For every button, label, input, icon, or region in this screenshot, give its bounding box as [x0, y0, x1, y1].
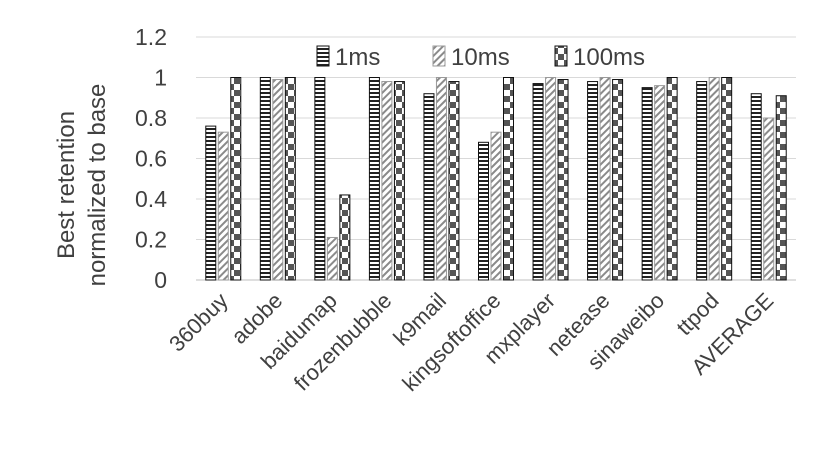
- bar-10ms-adobe: [272, 79, 284, 281]
- bar-10ms-360buy: [217, 131, 229, 281]
- y-axis-label-line-2: normalized to base: [84, 84, 111, 287]
- bar-10ms-k9mail: [435, 77, 447, 281]
- bar-1ms-ttpod: [696, 81, 708, 281]
- bar-10ms-mxplayer: [545, 77, 557, 281]
- bar-1ms-frozenbubble: [368, 77, 380, 281]
- bar-100ms-frozenbubble: [393, 81, 405, 281]
- bar-marks: [205, 77, 787, 281]
- x-tick-labels: 360buyadobebaidumapfrozenbubblek9mailkin…: [164, 288, 778, 396]
- x-tick-label: 360buy: [164, 288, 233, 357]
- bar-1ms-baidumap: [314, 77, 326, 281]
- legend-swatch: [316, 45, 330, 67]
- bar-10ms-netease: [599, 77, 611, 281]
- bar-100ms-ttpod: [721, 77, 733, 281]
- legend-label: 10ms: [451, 44, 510, 71]
- bar-100ms-sinaweibo: [666, 77, 678, 281]
- y-axis-label: Best retention normalized to base: [53, 84, 111, 287]
- bar-10ms-ttpod: [708, 77, 720, 281]
- bar-1ms-mxplayer: [532, 83, 544, 281]
- bar-100ms-baidumap: [339, 194, 351, 281]
- bar-10ms-AVERAGE: [763, 117, 775, 281]
- bar-100ms-adobe: [284, 77, 296, 281]
- legend: 1ms 10ms 100ms: [316, 44, 645, 71]
- bar-100ms-AVERAGE: [775, 95, 787, 281]
- bar-10ms-frozenbubble: [381, 81, 393, 281]
- bar-100ms-mxplayer: [557, 79, 569, 281]
- bar-10ms-baidumap: [326, 236, 338, 281]
- bar-1ms-netease: [587, 81, 599, 281]
- legend-label: 100ms: [573, 44, 645, 71]
- y-tick-label: 1: [154, 65, 167, 91]
- y-tick-label: 0.4: [135, 186, 167, 212]
- bar-1ms-adobe: [259, 77, 271, 281]
- y-tick-label: 0.2: [135, 227, 167, 253]
- bar-1ms-k9mail: [423, 93, 435, 281]
- bar-10ms-kingsoftoffice: [490, 131, 502, 281]
- bar-1ms-sinaweibo: [641, 87, 653, 281]
- y-tick-label: 1.2: [135, 24, 167, 50]
- bar-100ms-netease: [612, 79, 624, 281]
- legend-swatch: [432, 45, 446, 67]
- bar-10ms-sinaweibo: [654, 85, 666, 281]
- bar-1ms-kingsoftoffice: [478, 141, 489, 281]
- y-axis-label-line-1: Best retention: [53, 111, 80, 259]
- bar-1ms-AVERAGE: [750, 93, 762, 281]
- bar-100ms-kingsoftoffice: [503, 77, 514, 281]
- y-tick-label: 0.6: [135, 146, 167, 172]
- bar-100ms-360buy: [230, 77, 242, 281]
- y-tick-labels: 0 0.2 0.4 0.6 0.8 1 1.2: [135, 24, 167, 293]
- y-tick-label: 0: [154, 267, 167, 293]
- legend-swatch: [554, 45, 568, 67]
- legend-label: 1ms: [335, 44, 380, 71]
- bar-1ms-360buy: [205, 125, 217, 281]
- y-tick-label: 0.8: [135, 105, 167, 131]
- bar-100ms-k9mail: [448, 81, 460, 281]
